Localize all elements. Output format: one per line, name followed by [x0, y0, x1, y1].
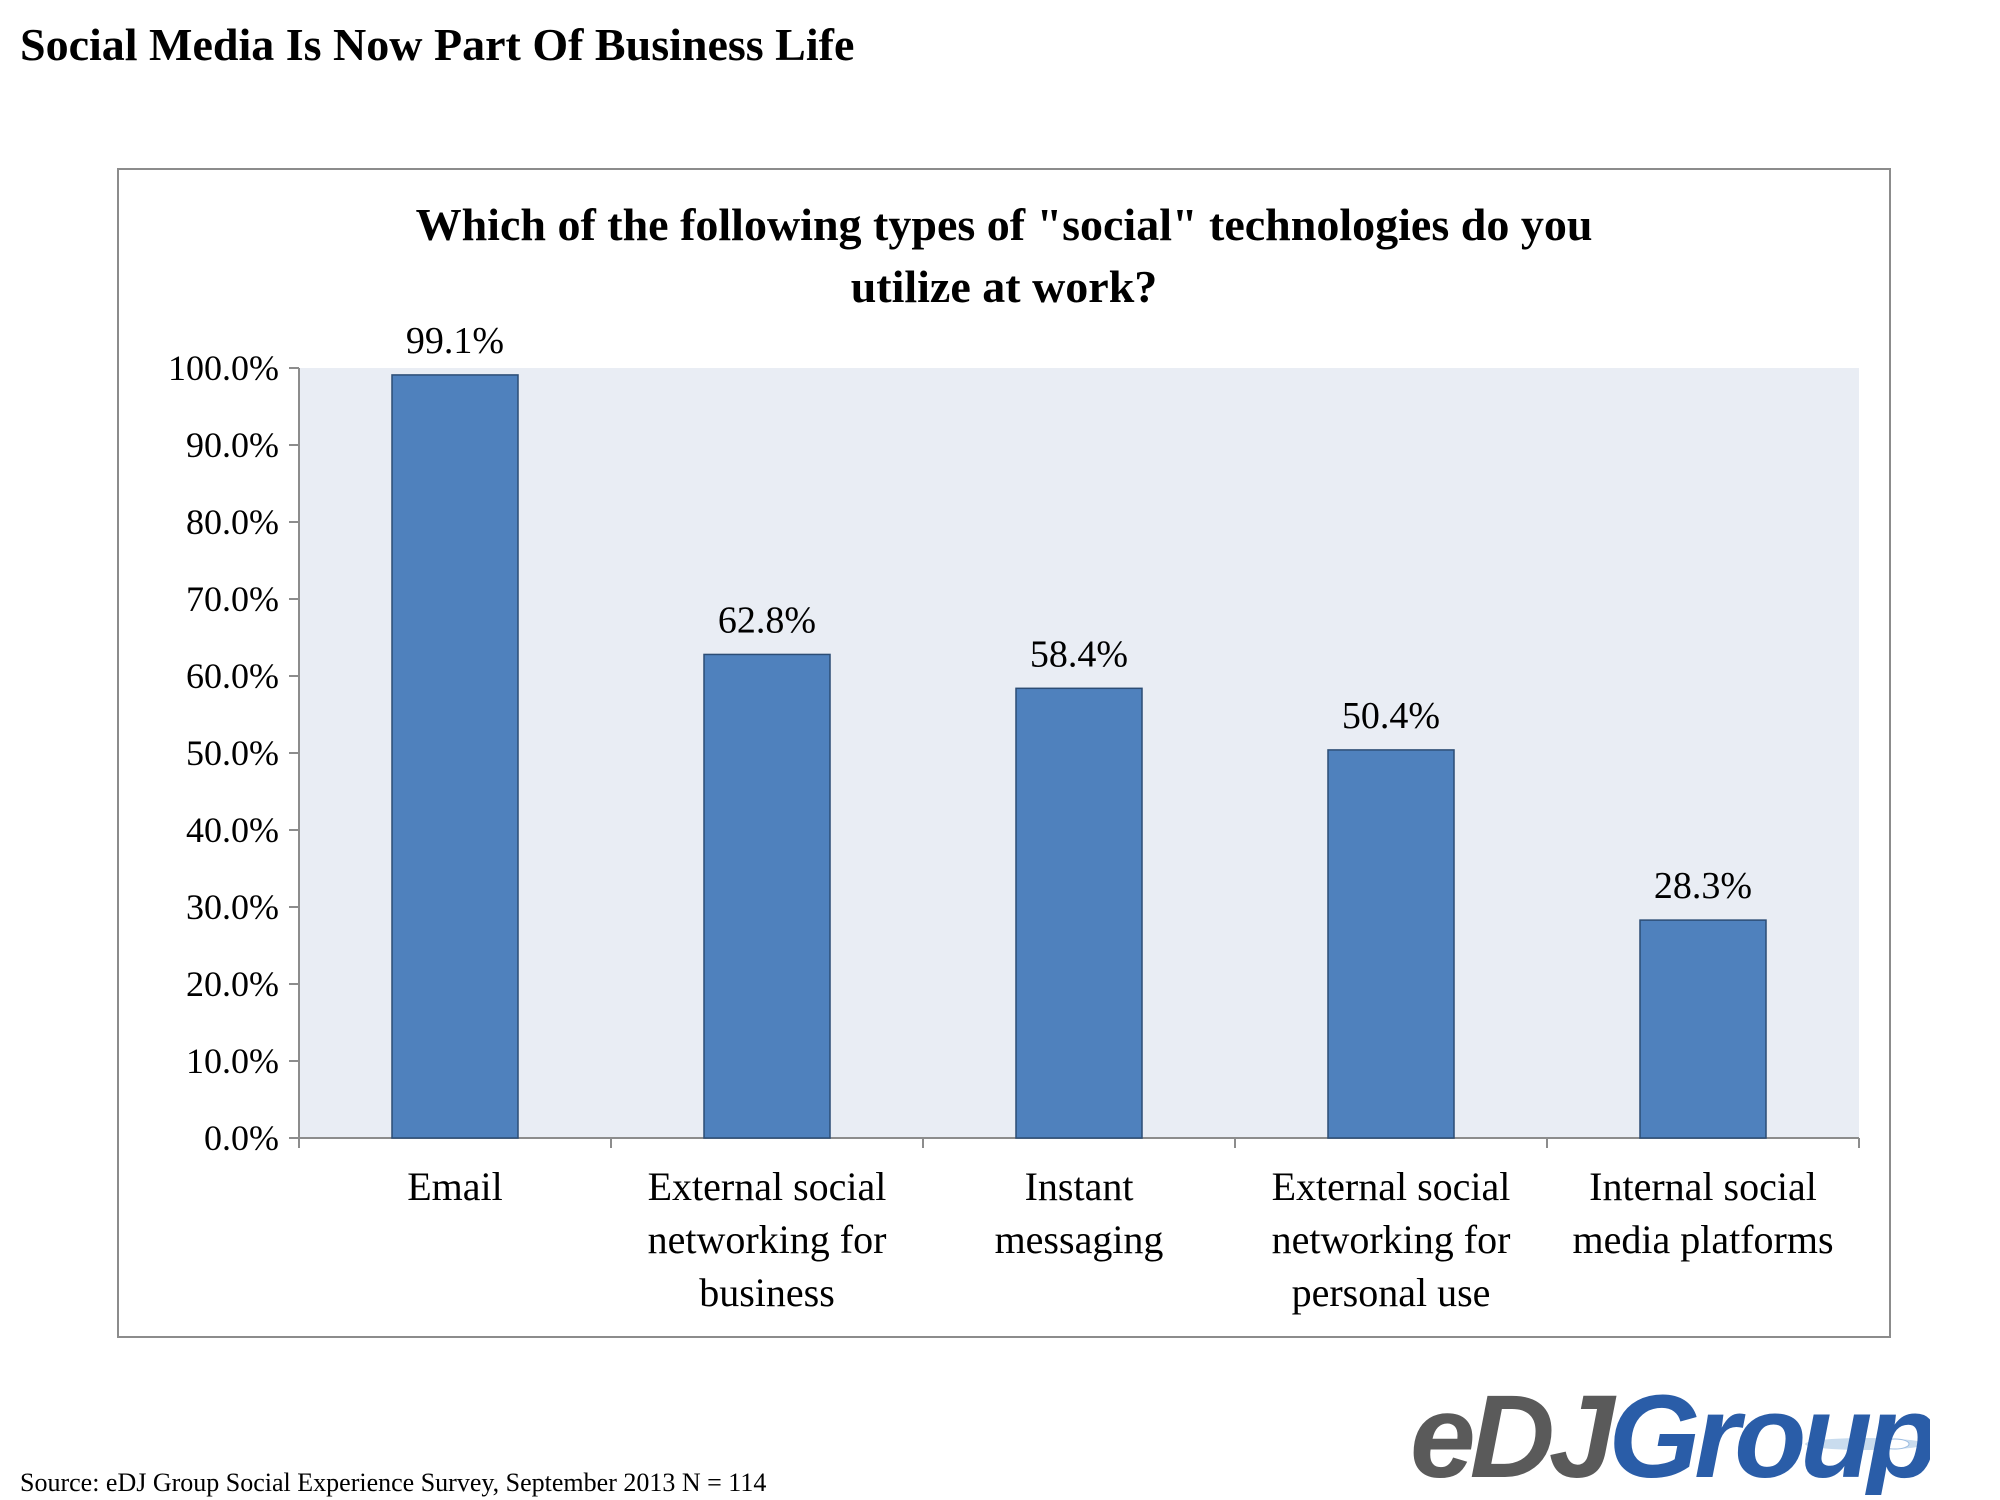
y-tick-label: 90.0%	[186, 425, 279, 465]
bar	[1639, 919, 1767, 1139]
y-tick-label: 40.0%	[186, 810, 279, 850]
page-title: Social Media Is Now Part Of Business Lif…	[20, 19, 855, 70]
bar	[1015, 687, 1143, 1139]
data-label: 58.4%	[1030, 633, 1128, 675]
x-category-label: External social	[648, 1164, 887, 1209]
y-tick-label: 100.0%	[168, 348, 279, 388]
source-note: Source: eDJ Group Social Experience Surv…	[20, 1468, 767, 1497]
data-label: 62.8%	[718, 599, 816, 641]
x-category-label: networking for	[648, 1217, 887, 1262]
bar-chart: Which of the following types of "social"…	[168, 199, 1860, 1315]
bar	[391, 374, 519, 1139]
data-label: 28.3%	[1654, 865, 1752, 907]
data-label: 99.1%	[406, 320, 504, 362]
y-tick-label: 70.0%	[186, 579, 279, 619]
y-tick-label: 60.0%	[186, 656, 279, 696]
x-category-label: media platforms	[1572, 1217, 1833, 1262]
y-tick-label: 80.0%	[186, 502, 279, 542]
chart-title-line: Which of the following types of "social"…	[416, 199, 1593, 250]
edj-group-logo: eDJGroup	[1410, 1365, 1941, 1500]
x-category-label: Instant	[1025, 1164, 1134, 1209]
y-tick-label: 50.0%	[186, 733, 279, 773]
x-category-label: External social	[1272, 1164, 1511, 1209]
y-tick-label: 10.0%	[186, 1041, 279, 1081]
x-category-label: personal use	[1292, 1270, 1491, 1315]
x-category-label: Email	[407, 1164, 503, 1209]
chart-frame: Which of the following types of "social"…	[117, 168, 1891, 1338]
bar	[1327, 749, 1455, 1139]
y-tick-label: 0.0%	[204, 1118, 279, 1158]
x-category-label: Internal social	[1589, 1164, 1817, 1209]
x-category-label: messaging	[995, 1217, 1164, 1262]
svg-text:eDJGroup: eDJGroup	[1410, 1371, 1930, 1495]
x-category-label: networking for	[1272, 1217, 1511, 1262]
data-label: 50.4%	[1342, 695, 1440, 737]
y-tick-label: 20.0%	[186, 964, 279, 1004]
chart-title-line: utilize at work?	[851, 261, 1158, 312]
bar	[703, 653, 831, 1139]
y-tick-label: 30.0%	[186, 887, 279, 927]
x-category-label: business	[699, 1270, 835, 1315]
